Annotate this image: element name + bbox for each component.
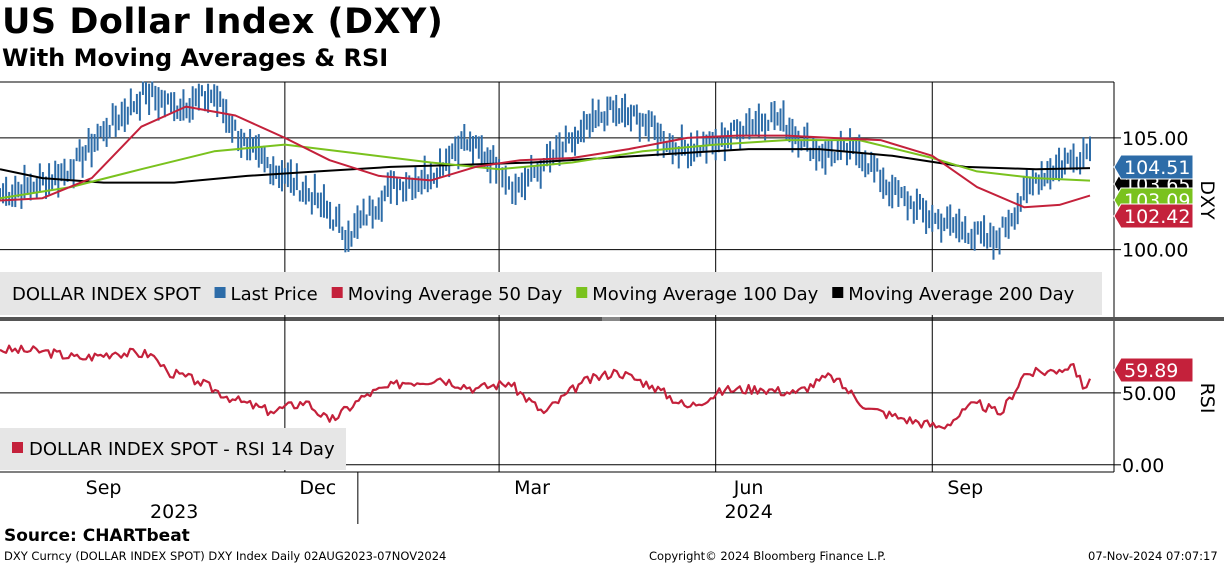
last-value-tag: 59.89: [1113, 357, 1194, 383]
x-month-label: Sep: [947, 477, 983, 499]
ma-line-moving-average-200-day: [0, 148, 1091, 184]
last-value-tag-text: 59.89: [1124, 360, 1178, 382]
legend-swatch: [12, 442, 23, 453]
rsi-ytick-label: 0.00: [1122, 455, 1164, 477]
chart-subtitle: With Moving Averages & RSI: [2, 44, 389, 72]
ma-line-moving-average-100-day: [0, 139, 1091, 200]
legend-swatch: [331, 287, 343, 298]
legend-label: Moving Average 50 Day: [348, 284, 563, 305]
legend-label: Moving Average 100 Day: [592, 284, 818, 305]
x-month-label: Jun: [733, 477, 764, 499]
last-value-tag-bg: [1113, 203, 1194, 229]
last-value-tag: 102.42: [1113, 203, 1194, 229]
price-ytick-label: 105.00: [1122, 128, 1188, 150]
last-value-tag-text: 104.51: [1124, 157, 1190, 179]
rsi-line: [0, 344, 1092, 430]
price-axis-label: DXY: [1196, 180, 1218, 220]
axes-layer: 100.00 105.00 0.00 50.00 DXY RSI Sep Dec Mar Jun S…: [86, 128, 1218, 524]
last-value-tag-text: 102.42: [1124, 206, 1190, 228]
legend-label: Moving Average 200 Day: [848, 284, 1074, 305]
price-legend-box: [0, 272, 1102, 315]
rsi-legend-box: [0, 428, 346, 470]
price-ytick-label: 100.00: [1122, 240, 1188, 262]
rsi-axis-label: RSI: [1196, 383, 1218, 414]
last-value-tag-bg: [1113, 357, 1194, 383]
x-month-label: Mar: [514, 477, 550, 499]
source-note: Source: CHARTbeat: [4, 526, 190, 546]
timestamp: 07-Nov-2024 07:07:17: [1088, 549, 1218, 563]
legend-label: DOLLAR INDEX SPOT: [12, 284, 202, 305]
copyright-note: Copyright© 2024 Bloomberg Finance L.P.: [649, 549, 886, 563]
legend-label: DOLLAR INDEX SPOT - RSI 14 Day: [29, 439, 335, 460]
ticker-info: DXY Curncy (DOLLAR INDEX SPOT) DXY Index…: [4, 549, 447, 563]
x-month-label: Dec: [299, 477, 336, 499]
legend-swatch: [214, 287, 226, 298]
legend-swatch: [832, 287, 844, 298]
x-year-label: 2024: [724, 501, 772, 523]
rsi-legend: DOLLAR INDEX SPOT - RSI 14 Day: [12, 439, 335, 460]
legend-swatch: [576, 287, 588, 298]
rsi-ytick-label: 50.00: [1122, 383, 1176, 405]
chart-title: US Dollar Index (DXY): [2, 2, 444, 42]
price-legend: DOLLAR INDEX SPOT Last Price Moving Averag…: [12, 284, 1075, 305]
last-value-tag-bg: [1113, 154, 1194, 180]
panel-divider: [0, 317, 1224, 321]
x-month-label: Sep: [86, 477, 122, 499]
last-value-tag: 104.51: [1113, 154, 1194, 180]
series-layer: [0, 81, 1092, 430]
x-year-label: 2023: [150, 501, 198, 523]
legend-label: Last Price: [231, 284, 318, 305]
ma-line-moving-average-50-day: [0, 105, 1091, 209]
